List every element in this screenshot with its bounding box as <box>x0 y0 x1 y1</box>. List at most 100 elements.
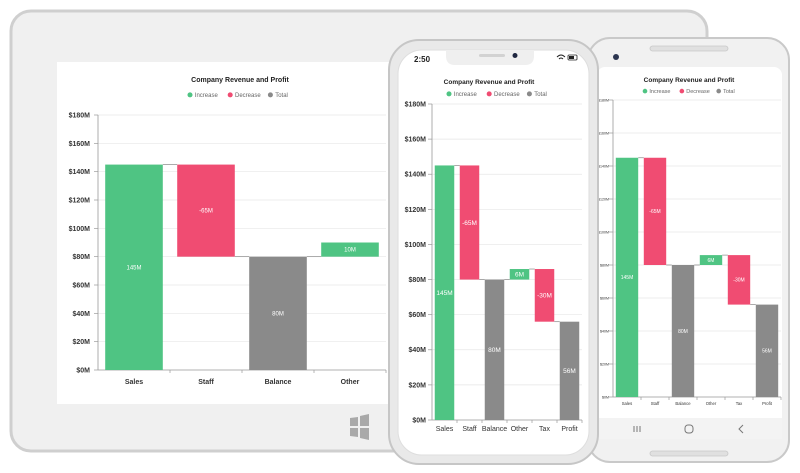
y-tick-label: $180M <box>69 112 91 119</box>
y-tick-label: $160M <box>598 131 609 135</box>
android-nav-bar <box>597 418 782 439</box>
recent-apps-icon[interactable] <box>633 426 641 432</box>
y-tick-label: $80M <box>408 277 426 284</box>
bar-other <box>321 242 379 257</box>
legend-marker-decrease <box>486 91 492 97</box>
bar-balance <box>671 265 695 397</box>
windows-logo-icon <box>350 414 369 440</box>
legend-marker-decrease <box>679 88 685 94</box>
data-label: 10M <box>344 248 356 254</box>
legend-label-decrease: Decrease <box>494 92 520 98</box>
bar-staff <box>643 157 667 265</box>
bar-balance <box>484 279 505 420</box>
x-tick-label: Other <box>706 401 717 406</box>
y-tick-label: $180M <box>598 98 609 102</box>
y-tick-label: $140M <box>69 169 91 176</box>
legend-label-total: Total <box>723 89 735 95</box>
data-label: 6M <box>515 272 524 279</box>
data-label: -65M <box>199 209 213 215</box>
x-tick-label: Balance <box>482 426 507 433</box>
data-label: 80M <box>272 311 284 317</box>
bar-balance <box>249 256 307 370</box>
data-label: 56M <box>762 349 772 355</box>
data-label: 6M <box>708 258 715 264</box>
y-tick-label: $60M <box>408 312 426 319</box>
data-label: -30M <box>733 278 744 284</box>
y-tick-label: $60M <box>72 282 90 289</box>
y-tick-label: $20M <box>72 339 90 346</box>
data-label: -30M <box>537 293 552 300</box>
bar-staff <box>177 164 235 257</box>
x-tick-label: Balance <box>675 401 691 406</box>
y-tick-label: $0M <box>76 367 90 374</box>
y-tick-label: $140M <box>405 172 427 179</box>
legend-label-total: Total <box>275 93 288 99</box>
data-label: 80M <box>678 329 688 335</box>
y-tick-label: $120M <box>405 207 427 214</box>
legend-marker-increase <box>187 92 193 98</box>
y-tick-label: $40M <box>408 347 426 354</box>
legend-marker-total <box>526 91 532 97</box>
camera-icon <box>613 54 619 60</box>
data-label: -65M <box>649 209 660 215</box>
data-label: 145M <box>436 290 452 297</box>
wifi-icon <box>556 54 566 60</box>
legend-marker-total <box>267 92 273 98</box>
bar-sales <box>105 164 163 370</box>
x-tick-label: Other <box>341 379 360 386</box>
legend-label-increase: Increase <box>649 89 670 95</box>
y-tick-label: $40M <box>72 311 90 318</box>
y-tick-label: $40M <box>600 329 609 333</box>
front-camera-icon <box>512 53 518 58</box>
chart-title: Company Revenue and Profit <box>644 77 735 84</box>
legend-label-total: Total <box>534 92 547 98</box>
status-time: 2:50 <box>414 55 431 64</box>
y-tick-label: $100M <box>405 242 427 249</box>
battery-icon <box>567 54 578 61</box>
home-icon[interactable] <box>684 424 694 434</box>
data-label: 80M <box>488 347 501 354</box>
bar-other <box>509 269 530 280</box>
bar-sales <box>615 157 639 397</box>
y-tick-label: $100M <box>598 230 609 234</box>
x-tick-label: Other <box>511 426 529 433</box>
tablet-waterfall-chart: Company Revenue and Profit Increase Decrea… <box>69 77 387 386</box>
y-tick-label: $120M <box>69 197 91 204</box>
y-tick-label: $0M <box>602 395 609 399</box>
android-waterfall-chart: Company Revenue and Profit Increase Decrea… <box>598 77 782 406</box>
legend-label-decrease: Decrease <box>235 93 261 99</box>
x-tick-label: Tax <box>539 426 550 433</box>
legend-label-decrease: Decrease <box>686 89 710 95</box>
y-tick-label: $120M <box>598 197 609 201</box>
legend-marker-increase <box>446 91 452 97</box>
legend-label-increase: Increase <box>454 92 478 98</box>
data-label: 56M <box>563 368 576 375</box>
x-tick-label: Sales <box>622 401 632 406</box>
bar-staff <box>459 165 480 280</box>
bar-profit <box>559 321 580 420</box>
y-tick-label: $100M <box>69 226 91 233</box>
legend-label-increase: Increase <box>195 93 219 99</box>
bar-other <box>699 255 723 265</box>
y-tick-label: $20M <box>600 362 609 366</box>
x-tick-label: Staff <box>651 401 660 406</box>
y-tick-label: $180M <box>405 101 427 108</box>
y-tick-label: $60M <box>600 296 609 300</box>
x-tick-label: Balance <box>265 379 292 386</box>
data-label: -65M <box>462 220 477 227</box>
y-tick-label: $0M <box>412 417 426 424</box>
legend-marker-increase <box>642 88 648 94</box>
x-tick-label: Tax <box>736 401 743 406</box>
x-tick-label: Staff <box>462 426 476 433</box>
y-tick-label: $80M <box>600 263 609 267</box>
y-tick-label: $160M <box>69 141 91 148</box>
legend-marker-total <box>716 88 722 94</box>
y-tick-label: $160M <box>405 137 427 144</box>
bar-tax <box>727 255 751 305</box>
android-device <box>587 37 790 463</box>
bar-sales <box>434 165 455 420</box>
back-icon[interactable] <box>738 424 744 434</box>
data-label: 145M <box>126 265 141 271</box>
x-tick-label: Sales <box>125 379 143 386</box>
